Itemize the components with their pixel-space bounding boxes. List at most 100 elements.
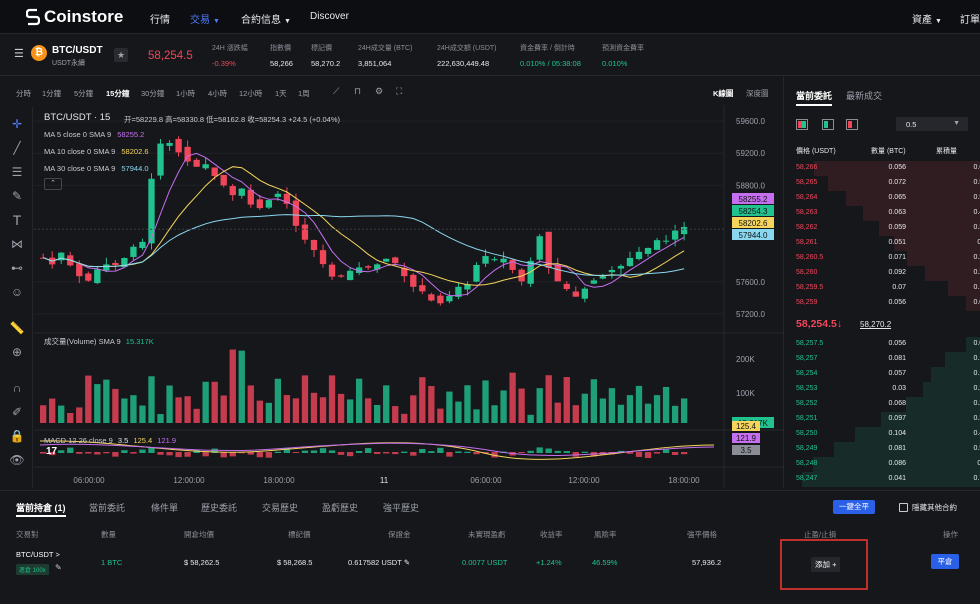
ask-row[interactable]: 58,261 0.051 0.34 bbox=[784, 236, 980, 251]
tab-order-history[interactable]: 歷史委託 bbox=[201, 503, 238, 513]
emoji-icon[interactable]: ☺ bbox=[10, 285, 24, 299]
bid-row[interactable]: 58,249 0.081 0.574 bbox=[784, 442, 980, 457]
hide-other-checkbox[interactable] bbox=[899, 503, 908, 512]
timeframe-1d[interactable]: 1天 bbox=[275, 89, 287, 98]
zoom-in-icon[interactable]: ⊕ bbox=[11, 345, 23, 359]
candle-body bbox=[310, 240, 318, 251]
tab-open-orders[interactable]: 當前委託 bbox=[89, 503, 126, 513]
macd-histogram-bar bbox=[536, 447, 543, 453]
col-header-margin: 保證金 bbox=[388, 530, 411, 539]
ask-row[interactable]: 58,262 0.059 0.399 bbox=[784, 221, 980, 236]
timeframe-30m[interactable]: 30分鐘 bbox=[141, 89, 165, 98]
tab-recent-trades[interactable]: 最新成交 bbox=[846, 91, 883, 101]
bid-price: 58,254 bbox=[796, 370, 818, 377]
symbol-name[interactable]: BTC/USDT bbox=[52, 45, 103, 56]
timeframe-1w[interactable]: 1周 bbox=[298, 89, 310, 98]
tab-open-orders-book[interactable]: 當前委託 bbox=[796, 91, 833, 101]
favorite-star-icon[interactable]: ★ bbox=[114, 48, 128, 62]
bid-total: 0.224 bbox=[973, 385, 980, 392]
tab-trade-history[interactable]: 交易歷史 bbox=[262, 503, 299, 513]
timeframe-1m[interactable]: 1分鐘 bbox=[42, 89, 62, 98]
bid-row[interactable]: 58,253 0.03 0.224 bbox=[784, 382, 980, 397]
pencil-lock-icon[interactable]: ✐ bbox=[11, 405, 23, 419]
top-navigation: Coinstore 行情 交易 ▼ 合約信息 ▼ Discover 資產 ▼ 訂單 bbox=[0, 0, 980, 34]
collapse-legend-icon[interactable]: ⌃ bbox=[44, 178, 62, 190]
tab-conditional[interactable]: 條件單 bbox=[151, 503, 179, 513]
view-kline[interactable]: K線圖 bbox=[713, 89, 734, 98]
tab-positions[interactable]: 當前持倉 (1) bbox=[16, 503, 66, 513]
timeframe-line[interactable]: 分時 bbox=[16, 89, 31, 98]
bid-row[interactable]: 58,257.5 0.056 0.056 bbox=[784, 337, 980, 352]
measure-icon[interactable]: ⊷ bbox=[11, 261, 23, 275]
add-tpsl-button[interactable]: 添加 + bbox=[811, 557, 841, 572]
pattern-icon[interactable]: ⋈ bbox=[11, 237, 23, 251]
volume-legend: 成交量(Volume) SMA 9 15.317K bbox=[44, 336, 154, 347]
view-bids-icon[interactable] bbox=[822, 119, 834, 130]
price-tag bbox=[732, 229, 774, 240]
volume-bar bbox=[94, 384, 101, 423]
view-depth[interactable]: 深度圖 bbox=[746, 89, 769, 98]
depth-select[interactable]: 0.5 ▼ bbox=[896, 117, 968, 131]
ask-row[interactable]: 58,266 0.056 0.655 bbox=[784, 161, 980, 176]
text-tool-icon[interactable]: T bbox=[12, 212, 22, 228]
timeframe-15m[interactable]: 15分鐘 bbox=[106, 89, 130, 98]
ask-row[interactable]: 58,264 0.065 0.527 bbox=[784, 191, 980, 206]
menu-icon[interactable]: ☰ bbox=[14, 48, 24, 60]
close-all-button[interactable]: 一鍵全平 bbox=[833, 500, 875, 514]
candle-type-icon[interactable]: ⊓ bbox=[354, 86, 362, 96]
bid-row[interactable]: 58,250 0.104 0.493 bbox=[784, 427, 980, 442]
bid-row[interactable]: 58,252 0.068 0.292 bbox=[784, 397, 980, 412]
edit-leverage-icon[interactable]: ✎ bbox=[55, 563, 62, 572]
nav-trade[interactable]: 交易 ▼ bbox=[190, 11, 220, 26]
ask-qty: 0.092 bbox=[888, 269, 906, 276]
timeframe-5m[interactable]: 5分鐘 bbox=[74, 89, 94, 98]
edit-margin-icon[interactable]: ✎ bbox=[403, 558, 411, 567]
position-pnl: 0.0077 USDT bbox=[462, 558, 508, 567]
ask-row[interactable]: 58,259 0.056 0.056 bbox=[784, 296, 980, 311]
leverage-badge[interactable]: 逐倉 100x bbox=[16, 564, 49, 575]
macd-value-c: 121.9 bbox=[157, 436, 177, 445]
close-position-button[interactable]: 平倉 bbox=[931, 554, 959, 569]
macd-histogram-bar bbox=[247, 452, 254, 455]
ask-row[interactable]: 58,259.5 0.07 0.126 bbox=[784, 281, 980, 296]
tab-liquidation-history[interactable]: 強平歷史 bbox=[383, 503, 420, 513]
coinstore-logo[interactable]: Coinstore bbox=[26, 7, 123, 27]
nav-market[interactable]: 行情 bbox=[150, 15, 170, 26]
fullscreen-icon[interactable]: ⛶ bbox=[396, 86, 403, 96]
tab-pnl-history[interactable]: 盈虧歷史 bbox=[322, 503, 359, 513]
candlestick-chart[interactable]: 59600.0 59200.0 58800.0 57600.0 57200.0 58255… bbox=[34, 105, 783, 488]
bid-price: 58,249 bbox=[796, 445, 818, 452]
ask-row[interactable]: 58,265 0.072 0.599 bbox=[784, 176, 980, 191]
indicator-icon[interactable]: ⟋ bbox=[333, 86, 340, 96]
nav-assets[interactable]: 資產 ▼ bbox=[912, 11, 942, 26]
timeframe-4h[interactable]: 4小時 bbox=[208, 89, 228, 98]
position-pair[interactable]: BTC/USDT > bbox=[16, 550, 60, 559]
ask-row[interactable]: 58,260.5 0.071 0.289 bbox=[784, 251, 980, 266]
brush-icon[interactable]: ✎ bbox=[11, 189, 23, 203]
volume-bar bbox=[536, 388, 543, 423]
view-asks-icon[interactable] bbox=[846, 119, 858, 130]
crosshair-icon[interactable]: ✛ bbox=[11, 117, 23, 131]
bid-row[interactable]: 58,257 0.081 0.137 bbox=[784, 352, 980, 367]
bid-row[interactable]: 58,248 0.086 0.66 bbox=[784, 457, 980, 472]
settings-icon[interactable]: ⚙ bbox=[375, 86, 384, 96]
horizontal-lines-icon[interactable]: ☰ bbox=[11, 165, 23, 179]
trendline-icon[interactable]: ╱ bbox=[13, 141, 21, 155]
timeframe-1h[interactable]: 1小時 bbox=[176, 89, 196, 98]
view-both-icon[interactable] bbox=[796, 119, 808, 130]
ask-row[interactable]: 58,263 0.063 0.462 bbox=[784, 206, 980, 221]
candle-body bbox=[283, 193, 291, 204]
ruler-icon[interactable]: 📏 bbox=[9, 321, 25, 335]
col-header-risk: 風險率 bbox=[594, 530, 617, 539]
bid-row[interactable]: 58,251 0.097 0.389 bbox=[784, 412, 980, 427]
nav-contract-info[interactable]: 合約信息 ▼ bbox=[241, 11, 291, 26]
timeframe-12h[interactable]: 12小時 bbox=[239, 89, 263, 98]
eye-icon[interactable]: 👁 bbox=[9, 453, 25, 467]
ask-row[interactable]: 58,260 0.092 0.218 bbox=[784, 266, 980, 281]
magnet-icon[interactable]: ∩ bbox=[12, 381, 22, 395]
nav-discover[interactable]: Discover bbox=[310, 11, 349, 22]
bid-row[interactable]: 58,247 0.041 0.701 bbox=[784, 472, 980, 487]
bid-row[interactable]: 58,254 0.057 0.194 bbox=[784, 367, 980, 382]
lock-icon[interactable]: 🔒 bbox=[9, 429, 25, 443]
nav-orders[interactable]: 訂單 bbox=[960, 15, 980, 26]
